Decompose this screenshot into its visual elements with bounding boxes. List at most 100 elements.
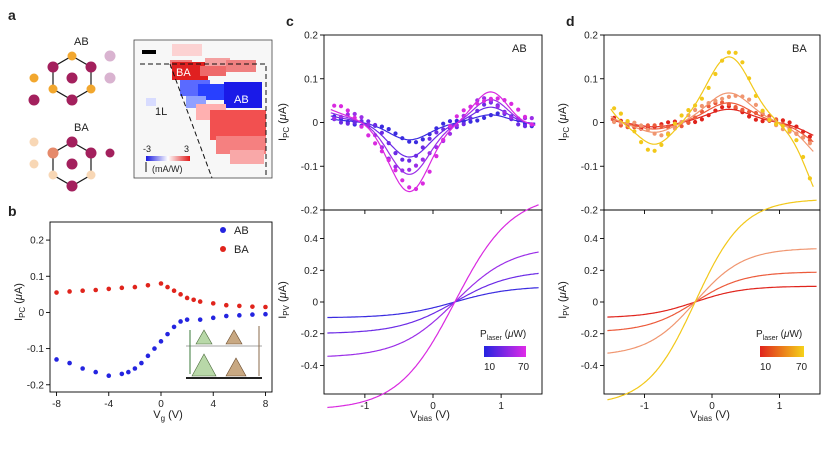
map-patch — [172, 44, 202, 56]
chart-c-top-point — [400, 136, 405, 141]
chart-c-bottom-ytick-label: 0.2 — [304, 266, 318, 277]
chart-d-top-point — [740, 94, 745, 99]
chart-d-legend-max: 70 — [796, 362, 808, 373]
chart-c-top-point — [427, 136, 432, 141]
chart-c-top-point — [407, 158, 412, 163]
chart-c-top-point — [338, 120, 344, 125]
map-colorbar-min: -3 — [143, 144, 151, 154]
chart-c-top-point — [420, 157, 425, 162]
chart-d-top-point — [713, 108, 718, 113]
chart-c-top-ytick-label: 0 — [312, 118, 318, 129]
map-colorbar-max: 3 — [184, 144, 189, 154]
chart-c-top-point — [441, 137, 446, 142]
point-ba — [54, 290, 59, 295]
chart-c-bottom-ytick-label: 0.4 — [304, 234, 318, 245]
point-ba — [171, 288, 177, 294]
map-patch — [216, 136, 266, 154]
chart-d-top-point — [726, 50, 732, 55]
point-ab — [54, 357, 59, 362]
chart-d-top-point — [699, 117, 705, 122]
chart-d-top-point — [801, 129, 806, 134]
chart-d-bottom-ytick-label: -0.4 — [581, 361, 599, 372]
chart-c-top-point — [461, 122, 466, 127]
chart-d-bottom-curve — [607, 199, 817, 401]
chart-c-top-point — [420, 145, 425, 150]
chart-c-top-point — [407, 167, 412, 172]
chart-d-top-ytick-label: -0.1 — [581, 162, 599, 173]
point-ab — [263, 311, 268, 317]
chart-d-top-point — [632, 120, 637, 125]
chart-c-top-point — [482, 102, 487, 107]
chart-d-top-point — [807, 141, 813, 146]
atom-ab-orange — [67, 51, 77, 61]
chart-c-top-point — [427, 151, 432, 156]
chart-c-legend-max: 70 — [518, 362, 530, 373]
chart-c-top-point — [400, 157, 405, 162]
band-schematic-inset — [184, 322, 266, 382]
chart-d-top-point — [760, 108, 765, 113]
chart-d-xlabel: Vbias (V) — [690, 409, 730, 423]
map-patch — [205, 58, 230, 66]
chart-c-top-point — [366, 133, 371, 138]
point-ab — [119, 371, 125, 377]
point-ab — [178, 319, 183, 324]
point-ab — [158, 339, 164, 344]
chart-d-top-point — [659, 124, 664, 129]
chart-c-top-point — [420, 181, 425, 186]
point-ba — [184, 295, 190, 301]
map-patch-ba — [172, 62, 208, 80]
chart-c-bottom-ipv: IPV (μA) Vbias (V) Plaser (μW) 10 70 0.4… — [277, 204, 543, 423]
chart-c-top-ytick-label: -0.2 — [301, 206, 319, 217]
atom-ba-coral — [47, 147, 59, 159]
chart-d-top-point — [747, 114, 752, 119]
chart-d-bottom-xtick-label: 0 — [709, 401, 715, 412]
chart-c-top-point — [366, 119, 371, 124]
chart-d-top-point — [733, 93, 738, 98]
chart-d-top-point — [706, 101, 711, 106]
chart-d-top-point — [720, 58, 725, 63]
map-patch — [210, 110, 266, 140]
chart-c-top-point — [434, 126, 439, 131]
inset-hole-cone — [225, 329, 243, 345]
chart-d-top-ytick-label: 0.2 — [584, 31, 598, 42]
atom-ab-center — [66, 72, 78, 84]
point-ab — [197, 317, 203, 322]
chart-c-bottom-curve — [327, 251, 539, 357]
chart-d-top-point — [686, 120, 691, 125]
point-ba — [106, 286, 112, 292]
flake-boundary — [140, 63, 267, 178]
chart-b-xtick-label: 0 — [158, 399, 164, 410]
chart-c-top-point — [495, 96, 500, 101]
chart-b-ytick-label: 0.2 — [30, 236, 44, 247]
chart-d-top-point — [753, 93, 759, 98]
chart-c-legend-title: Plaser (μW) — [480, 329, 526, 342]
chart-d-top-point — [679, 113, 684, 118]
chart-c-bottom-ytick-label: 0 — [312, 298, 318, 309]
chart-c-top-point — [522, 114, 528, 119]
chart-d-top-point — [801, 154, 806, 160]
chart-b-xtick-label: 8 — [263, 399, 269, 410]
point-ab — [126, 369, 131, 375]
chart-c-top-point — [359, 124, 364, 129]
panel-label-c: c — [286, 13, 294, 29]
chart-d-legend-title: Plaser (μW) — [756, 329, 802, 342]
layer-boundary — [169, 63, 213, 179]
chart-d-bottom-frame — [603, 209, 821, 395]
chart-d-top-point — [652, 123, 657, 128]
chart-c-top-point — [379, 130, 384, 135]
chart-d-bottom-ytick-label: 0.2 — [584, 266, 598, 277]
chart-c-top-ytick-label: 0.2 — [304, 31, 318, 42]
chart-c-top-point — [454, 114, 459, 119]
chart-d-top-point — [659, 133, 664, 138]
inset-electron-cone — [191, 353, 217, 377]
chart-c-top-point — [332, 116, 337, 121]
chart-c-top-point — [529, 122, 534, 127]
chart-c-top-point — [373, 122, 378, 128]
point-ba — [80, 288, 85, 294]
chart-b-ytick-label: 0 — [38, 308, 44, 319]
chart-c-power-colorbar — [484, 346, 526, 357]
chart-c-top-point — [345, 121, 350, 126]
chart-c-top-point — [447, 119, 453, 124]
point-ba — [237, 303, 242, 309]
point-ab — [139, 360, 144, 366]
